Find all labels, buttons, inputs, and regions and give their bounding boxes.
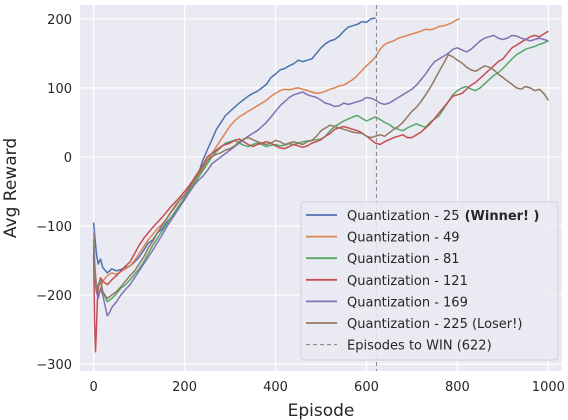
- legend-label: Episodes to WIN (622): [347, 339, 492, 354]
- x-tick-label: 0: [90, 380, 98, 395]
- x-axis-label: Episode: [288, 401, 355, 420]
- x-tick-label: 600: [354, 380, 379, 395]
- series-lines: [92, 17, 550, 353]
- series-line-3: [92, 40, 549, 303]
- legend-label: Quantization - 225 (Loser!): [347, 317, 522, 332]
- x-tick-label: 400: [263, 380, 288, 395]
- y-axis-label: Avg Reward: [1, 138, 21, 238]
- legend-label: Quantization - 169: [347, 295, 468, 310]
- y-tick-label: 100: [47, 82, 72, 97]
- legend: Quantization - 25 (Winner! ) Quantization …: [300, 201, 559, 361]
- x-tick-label: 200: [172, 380, 197, 395]
- y-tick-label: 200: [47, 13, 72, 28]
- series-line-5: [92, 34, 549, 317]
- y-tick-label: −100: [36, 220, 72, 235]
- legend-label: Quantization - 49: [347, 231, 460, 246]
- series-line-6: [92, 53, 550, 300]
- y-tick-label: −200: [36, 289, 72, 304]
- legend-label: Quantization - 121: [347, 274, 468, 289]
- x-tick-label: 800: [445, 380, 470, 395]
- x-tick-label: 1000: [532, 380, 565, 395]
- y-tick-label: 0: [64, 151, 72, 166]
- legend-box: [300, 201, 559, 361]
- series-line-4: [92, 30, 549, 353]
- y-tick-label: −300: [36, 358, 72, 373]
- legend-label: Quantization - 81: [347, 252, 460, 267]
- series-line-2: [92, 18, 460, 296]
- tick-labels: 0 200 400 600 800 1000 −300 −200 −100 0 100 200: [36, 13, 565, 395]
- legend-label: Quantization - 25 (Winner! ): [347, 209, 539, 224]
